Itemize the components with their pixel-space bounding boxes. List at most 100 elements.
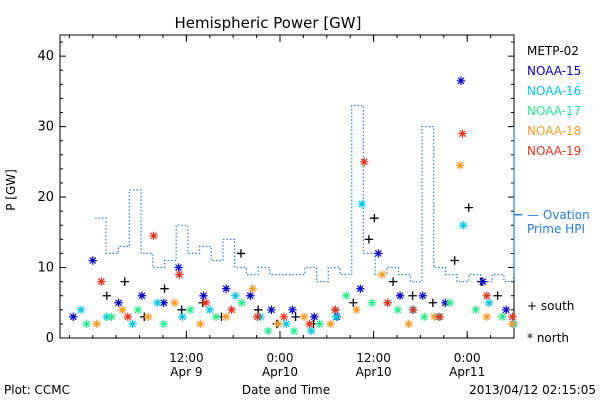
data-point-metp-02: [408, 291, 417, 300]
star-marker: [246, 291, 255, 300]
x-tick-label-time: 0:00: [267, 351, 294, 365]
star-marker: [123, 312, 133, 322]
data-point-noaa-15: [395, 291, 405, 300]
data-point-metp-02: [253, 305, 263, 315]
x-tick-label-time: 12:00: [356, 351, 391, 365]
data-point-noaa-16: [484, 298, 494, 307]
plus-marker: [349, 298, 358, 307]
star-marker: [133, 305, 143, 315]
star-marker: [482, 312, 491, 322]
data-point-noaa-16: [357, 199, 367, 209]
data-point-noaa-15: [246, 291, 255, 300]
star-marker: [508, 319, 517, 329]
data-point-noaa-15: [501, 305, 511, 315]
data-point-noaa-19: [508, 312, 517, 322]
data-point-noaa-16: [282, 319, 291, 329]
star-marker: [409, 305, 418, 315]
data-point-noaa-16: [231, 291, 240, 300]
star-marker: [393, 305, 402, 315]
data-point-noaa-19: [175, 270, 184, 279]
star-marker: [331, 305, 340, 315]
star-marker: [221, 312, 231, 322]
star-marker: [211, 312, 221, 322]
x-tick-label-time: 0:00: [454, 351, 481, 365]
star-marker: [305, 319, 314, 329]
data-point-noaa-19: [409, 305, 418, 315]
star-marker: [435, 312, 445, 322]
data-point-noaa-18: [92, 319, 101, 329]
plus-marker: [102, 291, 112, 300]
star-marker: [288, 305, 297, 315]
data-point-noaa-18: [430, 312, 439, 322]
star-marker: [299, 312, 309, 322]
legend: METP-02 NOAA-15 NOAA-16 NOAA-17 NOAA-18 NOAA-…: [527, 44, 581, 158]
star-marker: [455, 161, 465, 170]
data-point-metp-02: [349, 298, 358, 307]
star-marker: [357, 199, 367, 209]
data-point-noaa-16: [306, 326, 316, 336]
data-point-noaa-16: [76, 305, 86, 315]
star-marker: [326, 319, 335, 329]
data-point-noaa-16: [331, 312, 341, 322]
data-point-metp-02: [177, 305, 186, 315]
data-point-noaa-19: [482, 291, 491, 300]
data-point-noaa-15: [478, 277, 487, 286]
x-tick-label-time: 12:00: [169, 351, 204, 365]
legend-noaa-19: NOAA-19: [527, 144, 581, 158]
data-point-noaa-15: [174, 263, 183, 272]
ovation-label-line2: Prime HPI: [527, 222, 585, 236]
star-marker: [310, 312, 319, 322]
star-marker: [482, 291, 491, 300]
star-marker: [420, 312, 429, 322]
data-point-noaa-17: [211, 312, 221, 322]
x-tick-label-date: Apr10: [356, 365, 392, 379]
star-marker: [205, 305, 214, 315]
data-point-noaa-18: [455, 161, 465, 170]
y-tick-label: 40: [37, 49, 54, 64]
star-marker: [458, 129, 467, 138]
plus-marker: [160, 284, 169, 293]
x-tick-label-date: Apr10: [262, 365, 298, 379]
data-point-noaa-15: [221, 284, 231, 293]
plus-marker: [253, 305, 263, 315]
star-marker: [395, 291, 405, 300]
star-marker: [459, 221, 468, 230]
star-marker: [97, 277, 106, 286]
star-marker: [478, 277, 487, 286]
plot-frame: [59, 34, 515, 339]
data-point-metp-02: [464, 203, 473, 212]
data-point-noaa-18: [326, 319, 335, 329]
star-marker: [383, 298, 392, 307]
star-marker: [315, 319, 324, 329]
data-point-noaa-16: [153, 298, 162, 307]
star-marker: [377, 270, 387, 279]
star-marker: [248, 284, 257, 293]
star-marker: [352, 305, 361, 315]
ovation-label-line1: — Ovation: [527, 208, 590, 222]
star-marker: [143, 312, 153, 322]
x-tick-label-date: Apr 9: [170, 365, 202, 379]
legend-noaa-15: NOAA-15: [527, 64, 581, 78]
star-marker: [404, 319, 413, 329]
star-marker: [279, 312, 289, 322]
x-axis-label: Date and Time: [242, 383, 330, 397]
y-axis-label: P [GW]: [4, 169, 18, 211]
data-point-noaa-18: [143, 312, 153, 322]
data-point-noaa-15: [356, 284, 365, 293]
data-point-noaa-18: [299, 312, 309, 322]
star-marker: [484, 298, 494, 307]
data-point-noaa-18: [508, 319, 517, 329]
star-marker: [82, 319, 91, 329]
legend-noaa-17: NOAA-17: [527, 104, 581, 118]
plus-marker: [120, 277, 129, 286]
star-marker: [456, 76, 466, 86]
data-point-noaa-19: [279, 312, 289, 322]
star-marker: [282, 319, 291, 329]
data-point-metp-02: [236, 249, 246, 258]
data-point-noaa-15: [159, 298, 168, 307]
star-marker: [76, 305, 86, 315]
data-point-noaa-19: [253, 312, 262, 322]
legend-north: * north: [527, 331, 569, 345]
